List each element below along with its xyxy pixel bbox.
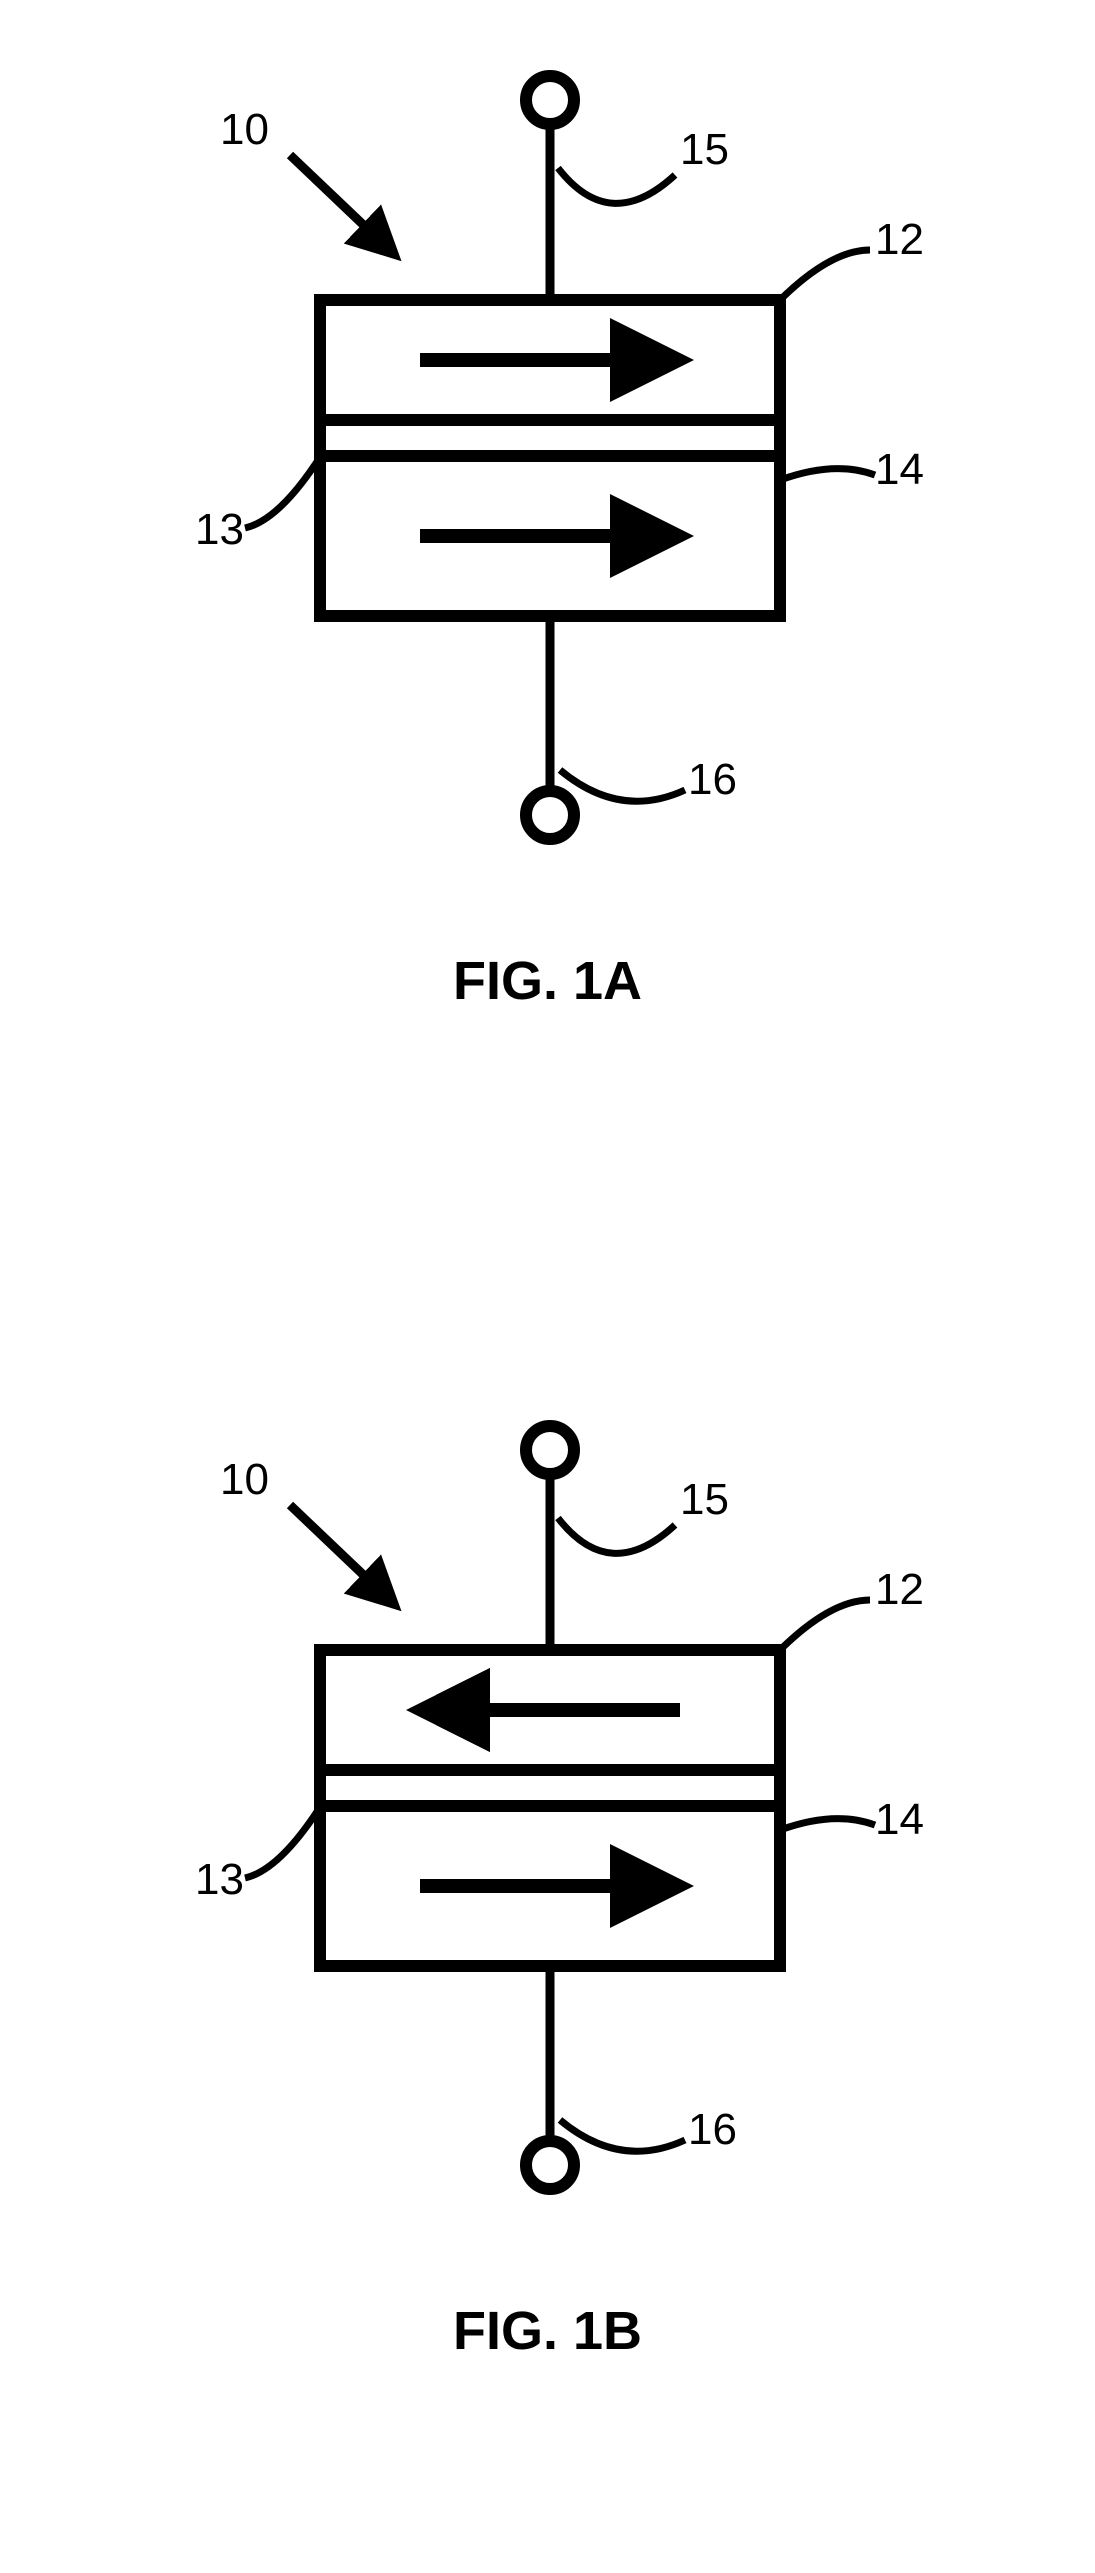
top-terminal bbox=[526, 1426, 574, 1474]
label-15: 15 bbox=[680, 125, 729, 175]
leader-14 bbox=[780, 1819, 875, 1830]
leader-16 bbox=[560, 2120, 685, 2151]
bottom-terminal bbox=[526, 791, 574, 839]
leader-15 bbox=[558, 1518, 675, 1553]
leader-13 bbox=[245, 1804, 322, 1878]
label-14: 14 bbox=[875, 1795, 924, 1845]
caption-1a: FIG. 1A bbox=[0, 950, 1095, 1012]
label-10: 10 bbox=[220, 1455, 269, 1505]
caption-1b: FIG. 1B bbox=[0, 2300, 1095, 2362]
bottom-terminal bbox=[526, 2141, 574, 2189]
leader-12 bbox=[778, 1600, 870, 1652]
label-10: 10 bbox=[220, 105, 269, 155]
label-14: 14 bbox=[875, 445, 924, 495]
figure-1b: 10 15 12 13 14 16 FIG. 1B bbox=[0, 1350, 1095, 2450]
label-16: 16 bbox=[688, 755, 737, 805]
label-12: 12 bbox=[875, 215, 924, 265]
label-15: 15 bbox=[680, 1475, 729, 1525]
label-12: 12 bbox=[875, 1565, 924, 1615]
leader-15 bbox=[558, 168, 675, 203]
page: 10 15 12 13 14 16 FIG. 1A bbox=[0, 0, 1095, 2573]
label-13: 13 bbox=[195, 505, 244, 555]
leader-13 bbox=[245, 454, 322, 528]
label-13: 13 bbox=[195, 1855, 244, 1905]
leader-12 bbox=[778, 250, 870, 302]
leader-16 bbox=[560, 770, 685, 801]
leader-10 bbox=[290, 1505, 395, 1605]
leader-14 bbox=[780, 469, 875, 480]
leader-10 bbox=[290, 155, 395, 255]
top-terminal bbox=[526, 76, 574, 124]
figure-1b-svg bbox=[0, 1350, 1095, 2450]
label-16: 16 bbox=[688, 2105, 737, 2155]
figure-1a-svg bbox=[0, 0, 1095, 1100]
figure-1a: 10 15 12 13 14 16 FIG. 1A bbox=[0, 0, 1095, 1100]
